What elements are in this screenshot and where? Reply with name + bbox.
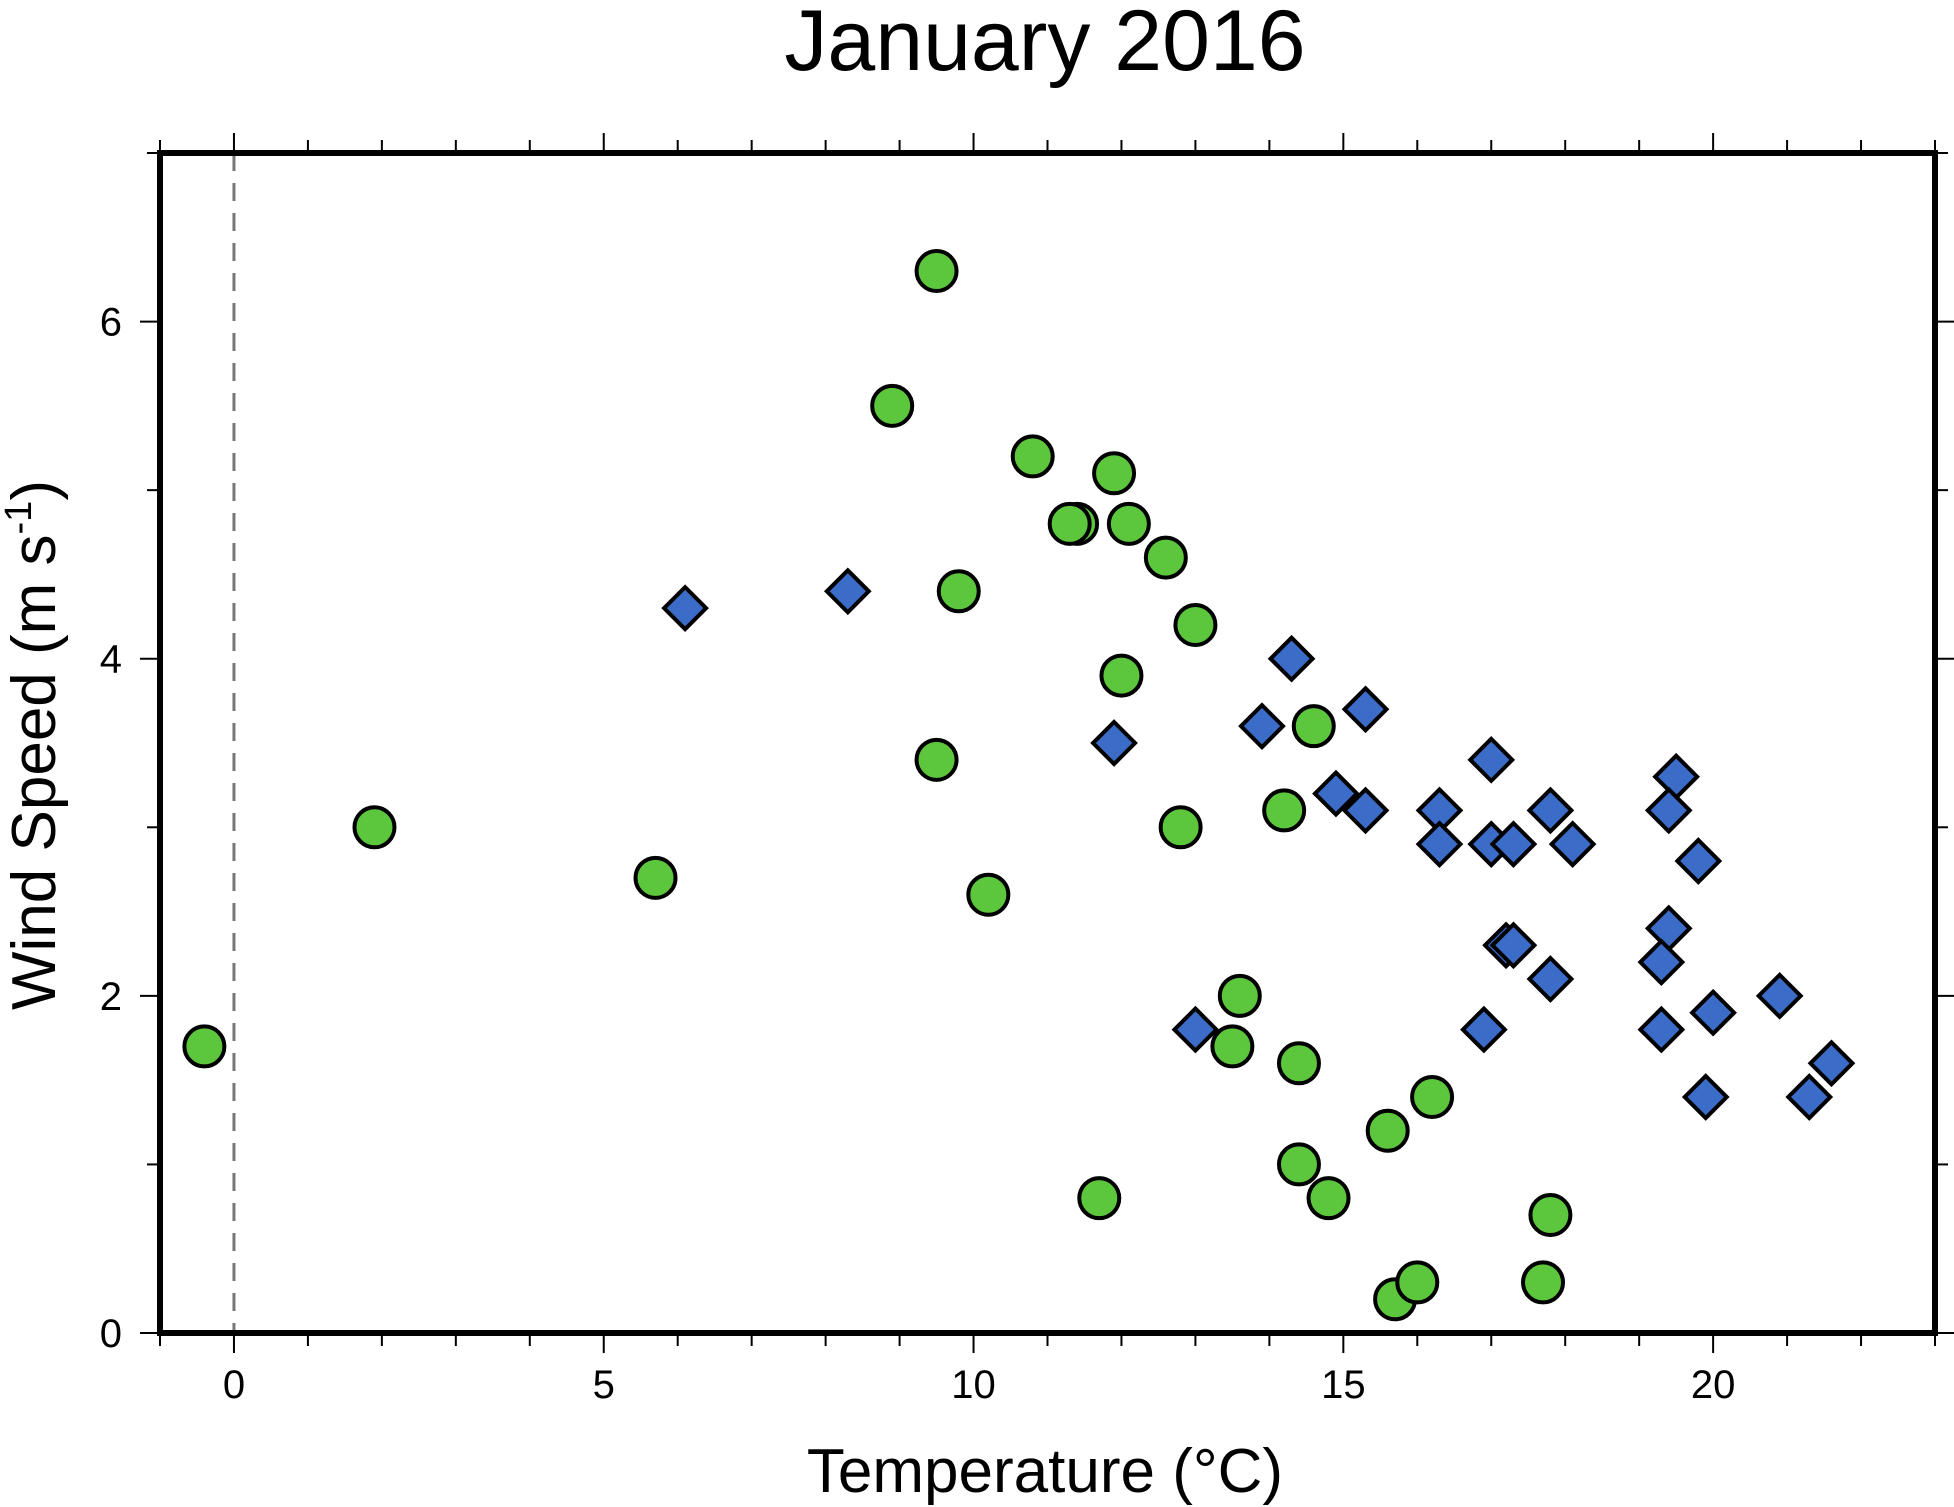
diamond-point [1652, 752, 1700, 801]
circle-point [1291, 704, 1336, 749]
plot-frame [157, 150, 1938, 1336]
circle-point [1210, 1024, 1255, 1069]
circle-point [1106, 501, 1151, 546]
circle-point [870, 383, 915, 428]
y-axis-label: Wind Speed (m s-1) [0, 480, 69, 1010]
diamond-point [1526, 786, 1575, 835]
diamond-point [1341, 786, 1390, 835]
diamond-point [1171, 1005, 1220, 1054]
circle-point [1158, 805, 1203, 850]
circle-point [1047, 501, 1092, 546]
y-axis-label-close: ) [0, 480, 69, 501]
chart-title: January 2016 [784, 0, 1305, 89]
circle-point [1143, 535, 1188, 580]
diamond-point [1807, 1039, 1856, 1088]
diamond-point [1460, 1005, 1508, 1054]
circle-point [1092, 451, 1137, 496]
circle-point [182, 1024, 227, 1069]
y-tick-label: 2 [100, 975, 122, 1019]
diamond-point [1090, 719, 1138, 767]
circle-point [1395, 1260, 1440, 1305]
diamond-point [823, 567, 872, 616]
y-axis-label-superscript: -1 [0, 501, 40, 535]
diamond-point [661, 584, 709, 632]
data-points [182, 249, 1856, 1322]
circle-point [352, 805, 397, 850]
diamond-point [1637, 938, 1686, 986]
circle-point [633, 855, 678, 900]
circle-point [1306, 1176, 1351, 1221]
diamond-point [1489, 820, 1538, 868]
circle-point [1365, 1108, 1410, 1153]
diamond-point [1238, 702, 1286, 750]
diamond-point [1681, 1073, 1730, 1121]
circle-point [1262, 788, 1307, 833]
circle-point [1410, 1075, 1455, 1119]
diamond-point [1785, 1073, 1834, 1121]
diamond-point [1312, 769, 1360, 818]
y-tick-label: 6 [100, 301, 122, 345]
circle-point [1010, 434, 1055, 479]
x-tick-label: 20 [1691, 1363, 1736, 1407]
minor-ticks [147, 140, 1948, 1346]
circle-point [914, 737, 959, 782]
diamond-point [1644, 786, 1693, 835]
diamond-point [1674, 837, 1723, 885]
diamond-point [1644, 904, 1693, 953]
diamond-point [1267, 634, 1316, 683]
diamond-point [1755, 972, 1804, 1020]
circle-point [914, 249, 959, 293]
major-ticks [140, 133, 1954, 1353]
circle-point [1276, 1041, 1321, 1086]
circle-point [1173, 603, 1218, 647]
circle-point [936, 569, 981, 614]
y-tick-label: 0 [100, 1312, 122, 1356]
y-axis-label-main: Wind Speed (m s [0, 534, 69, 1010]
circle-point [966, 872, 1011, 917]
circle-point [1528, 1193, 1573, 1237]
diamond-point [1415, 820, 1464, 868]
circle-point [1276, 1142, 1321, 1187]
circle-point [1521, 1260, 1566, 1305]
diamond-point [1489, 921, 1538, 970]
x-tick-label: 0 [223, 1363, 245, 1407]
diamond-point [1689, 988, 1737, 1037]
x-tick-label: 10 [951, 1363, 996, 1407]
x-tick-labels: 0 5 10 15 20 [223, 1363, 1736, 1407]
circle-point [1217, 973, 1262, 1018]
x-tick-label: 15 [1321, 1363, 1366, 1407]
circle-point [1077, 1176, 1122, 1221]
diamond-point [1341, 685, 1390, 734]
x-tick-label: 5 [593, 1363, 615, 1407]
diamond-point [1637, 1005, 1686, 1054]
diamond-point [1548, 820, 1597, 868]
x-axis-label: Temperature (°C) [807, 1437, 1283, 1506]
diamond-point [1526, 955, 1575, 1003]
y-tick-label: 4 [100, 638, 122, 682]
diamond-point [1467, 736, 1516, 784]
y-tick-labels: 0 2 4 6 [100, 301, 122, 1356]
circle-point [1099, 653, 1144, 698]
